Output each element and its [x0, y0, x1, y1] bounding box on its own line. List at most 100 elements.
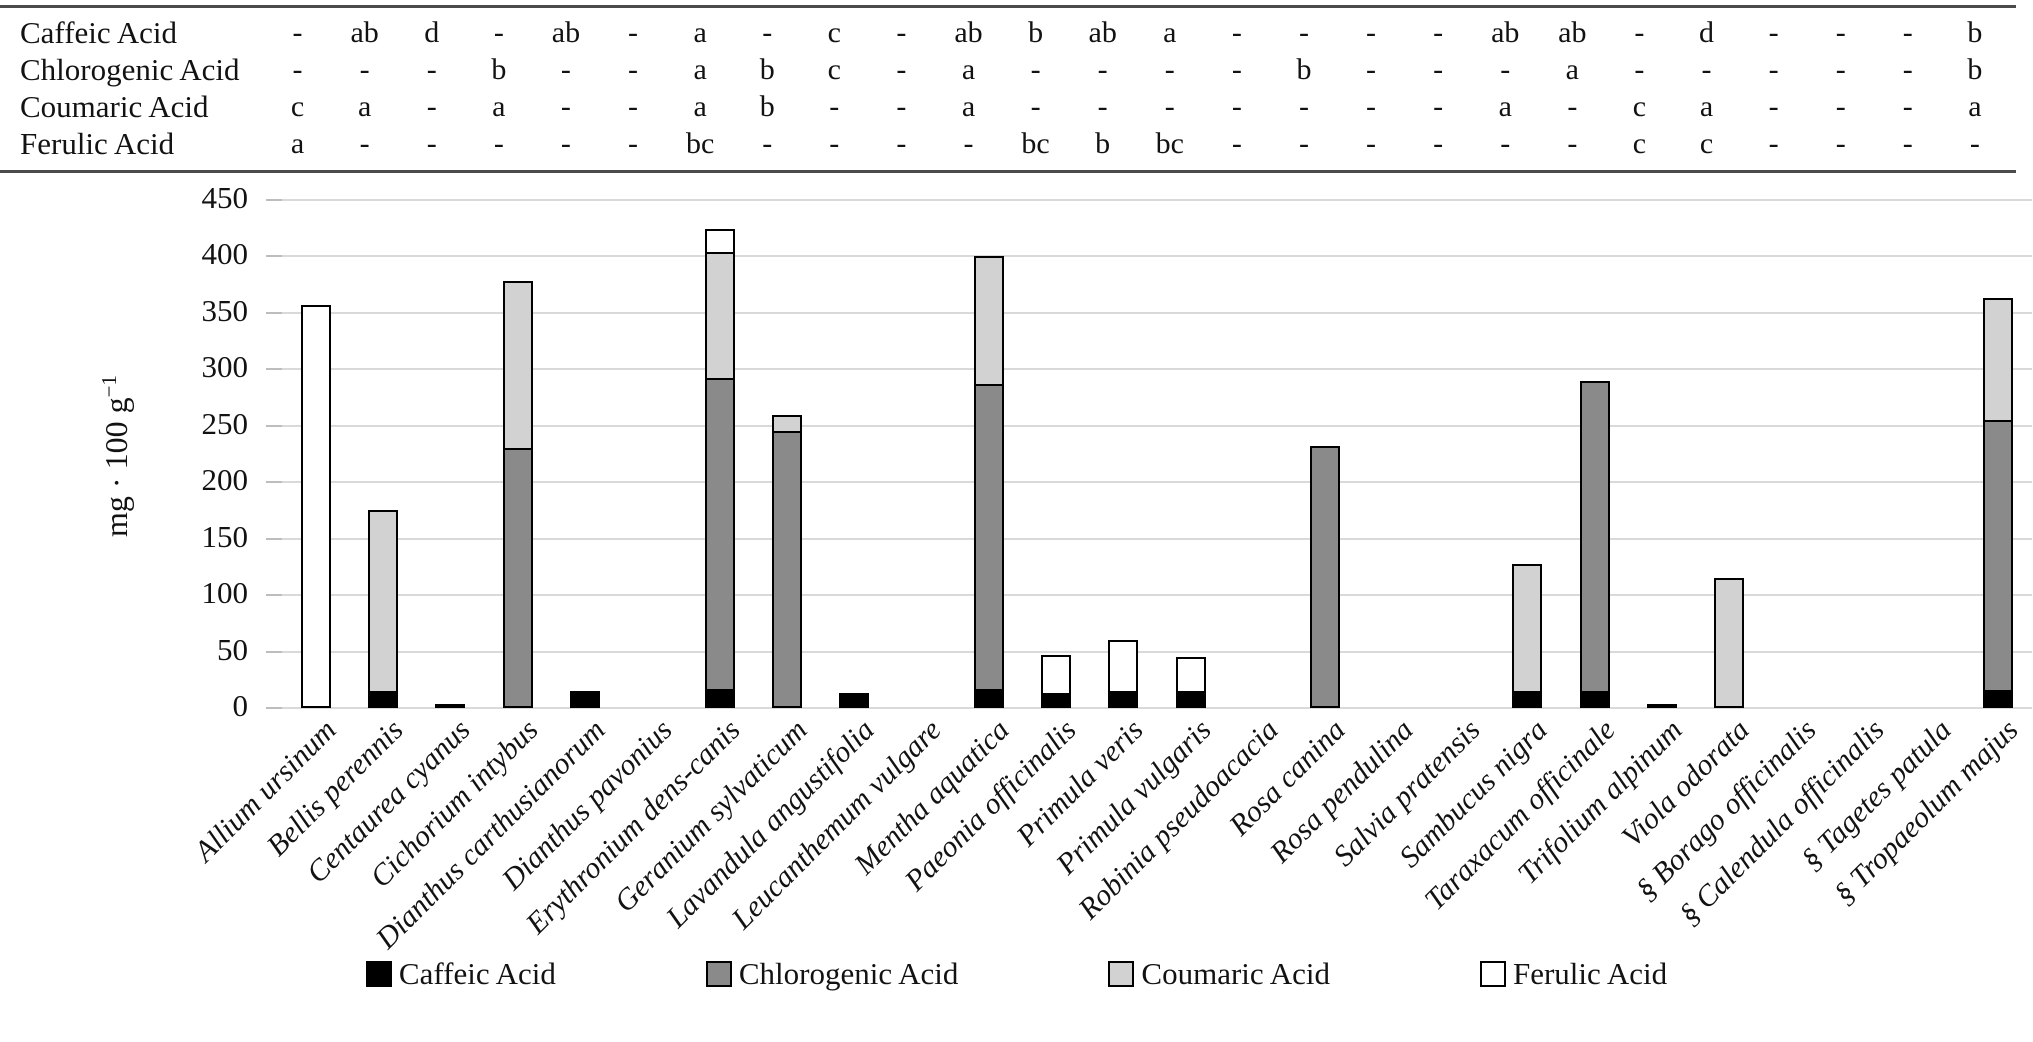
y-axis-tick-label: 350 — [201, 292, 249, 328]
sig-cell: - — [1030, 89, 1041, 123]
sig-cell: b — [1967, 52, 1983, 86]
sig-cell: - — [1835, 126, 1846, 160]
sig-cell: a — [1498, 89, 1512, 123]
bar-segment-caffeic-acid — [1108, 691, 1139, 708]
sig-row-label: Chlorogenic Acid — [20, 51, 240, 87]
y-axis-tick — [266, 594, 282, 597]
y-axis-tick-label: 150 — [201, 518, 249, 554]
sig-cell: - — [426, 126, 437, 160]
sig-cell: - — [560, 89, 571, 123]
sig-cell: - — [1097, 89, 1108, 123]
sig-cell: - — [1030, 52, 1041, 86]
sig-cell: - — [1231, 126, 1242, 160]
sig-cell: b — [759, 52, 775, 86]
bar-segment-coumaric-acid — [771, 414, 802, 434]
sig-cell: - — [292, 15, 303, 49]
sig-cell: - — [1500, 126, 1511, 160]
sig-cell: - — [1768, 15, 1779, 49]
sig-cell: - — [493, 15, 504, 49]
sig-cell: c — [827, 15, 841, 49]
sig-cell: b — [1095, 126, 1111, 160]
legend-label: Chlorogenic Acid — [738, 956, 959, 991]
legend-swatch-caffeic-acid — [365, 961, 392, 987]
sig-cell: a — [492, 89, 506, 123]
sig-cell: - — [1433, 15, 1444, 49]
gridline-300 — [282, 368, 2032, 371]
y-axis-tick-label: 200 — [201, 462, 249, 498]
sig-cell: - — [1902, 15, 1913, 49]
y-axis-tick-label: 0 — [232, 688, 249, 723]
sig-cell: - — [1433, 126, 1444, 160]
sig-cell: - — [1634, 15, 1645, 49]
sig-cell: d — [1699, 15, 1715, 49]
sig-cell: - — [896, 89, 907, 123]
bar-segment-ferulic-acid — [1041, 654, 1072, 696]
bar-segment-ferulic-acid — [1175, 657, 1206, 694]
plot-area — [282, 199, 2032, 709]
sig-cell: - — [1902, 89, 1913, 123]
sig-cell: - — [1366, 15, 1377, 49]
y-axis-tick — [266, 368, 282, 371]
y-axis-tick — [266, 255, 282, 258]
bar-segment-coumaric-acid — [502, 281, 533, 451]
y-axis-tick — [266, 199, 282, 201]
sig-cell: - — [762, 126, 773, 160]
table-row-caffeic-acid: Caffeic Acid - ab d - ab - a - c - ab b ab a - - - - ab ab - d… — [0, 14, 2016, 51]
bar-segment-coumaric-acid — [367, 510, 398, 694]
bar-segment-caffeic-acid — [704, 688, 735, 708]
table-row-coumaric-acid: Coumaric Acid c a - a - - a b - - a - - - - - - - a - c a - - - a — [0, 88, 2016, 125]
y-axis-title-text: mg · 100 g — [98, 397, 134, 537]
legend-item-coumaric-acid: Coumaric Acid — [1108, 956, 1330, 992]
sig-cell: a — [1565, 52, 1579, 86]
sig-cell: - — [1768, 89, 1779, 123]
sig-cell: ab — [1558, 15, 1587, 49]
y-axis-tick — [266, 537, 282, 540]
sig-cell: - — [628, 126, 639, 160]
sig-cell: a — [961, 89, 976, 123]
sig-cell: - — [1433, 89, 1444, 123]
bar-segment-caffeic-acid — [1579, 691, 1610, 708]
y-axis-tick-label: 400 — [201, 236, 249, 272]
sig-cell: ab — [954, 15, 983, 49]
sig-cell: - — [493, 126, 504, 160]
bar-segment-caffeic-acid — [1983, 689, 2014, 708]
sig-cell: b — [491, 52, 507, 86]
sig-cell: - — [1164, 89, 1175, 123]
sig-cell: c — [827, 52, 841, 86]
legend: Caffeic Acid Chlorogenic Acid Coumaric Aci… — [0, 956, 2033, 992]
sig-cell: - — [1366, 89, 1377, 123]
bar-segment-caffeic-acid — [1175, 691, 1206, 708]
bar-segment-coumaric-acid — [1512, 563, 1543, 694]
sig-cell: - — [1231, 89, 1242, 123]
bar-segment-coumaric-acid — [973, 256, 1004, 387]
legend-item-chlorogenic-acid: Chlorogenic Acid — [705, 956, 959, 992]
gridline-350 — [282, 311, 2032, 314]
sig-cell: a — [961, 52, 976, 86]
sig-cell: - — [1298, 126, 1309, 160]
sig-cell: - — [1500, 52, 1511, 86]
sig-cell: - — [1902, 52, 1913, 86]
y-axis-tick-label: 50 — [217, 631, 248, 667]
bar-segment-ferulic-acid — [704, 229, 735, 254]
sig-row-label: Ferulic Acid — [20, 125, 175, 161]
sig-cell: - — [1164, 52, 1175, 86]
sig-cell: - — [1097, 52, 1108, 86]
sig-cell: a — [1699, 89, 1714, 123]
legend-swatch-coumaric-acid — [1108, 961, 1135, 987]
gridline-200 — [282, 481, 2032, 484]
sig-cell: - — [1231, 15, 1242, 49]
sig-cell: - — [359, 126, 370, 160]
gridline-250 — [282, 424, 2032, 427]
sig-cell: d — [424, 15, 440, 49]
sig-cell: c — [1699, 126, 1714, 160]
sig-cell: b — [1296, 52, 1312, 86]
bar-segment-caffeic-acid — [1041, 693, 1072, 708]
bar-segment-ferulic-acid — [1108, 640, 1139, 694]
bar-segment-chlorogenic-acid — [704, 378, 735, 691]
legend-swatch-chlorogenic-acid — [705, 961, 732, 987]
sig-cell: - — [1969, 126, 1980, 160]
sig-cell: c — [1632, 89, 1647, 123]
gridline-150 — [282, 537, 2032, 540]
y-axis-tick-label: 300 — [201, 349, 249, 385]
y-axis-title-exponent: −1 — [97, 375, 121, 398]
